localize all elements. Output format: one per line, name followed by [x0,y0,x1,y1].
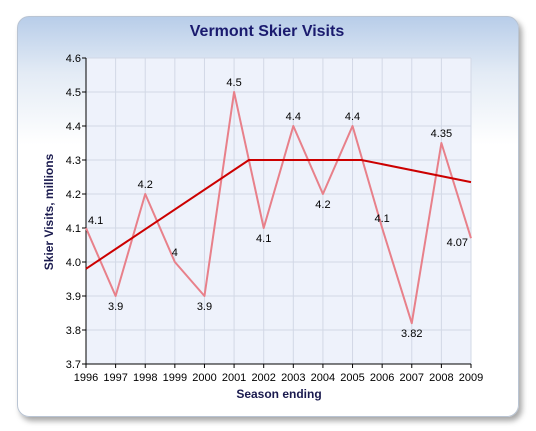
x-tick-label: 2008 [429,372,453,384]
data-label: 3.82 [401,328,422,340]
data-label: 4.5 [226,77,241,89]
y-tick-label: 4.2 [66,189,81,201]
x-tick-label: 2000 [192,372,216,384]
y-tick-label: 4.5 [66,87,81,99]
data-label: 4.2 [138,179,153,191]
x-tick-label: 2005 [340,372,364,384]
data-labels: 4.1 3.9 4.2 4 3.9 4.5 4.1 4.4 4.2 4.4 4.1 3.82 4.35 4… [88,77,468,340]
x-tick-label: 1998 [133,372,157,384]
data-label: 4 [172,247,178,259]
y-tick-label: 3.7 [66,359,81,371]
series-line [85,91,472,325]
data-label: 4.1 [375,213,390,225]
x-tick-label: 2003 [281,372,305,384]
x-tick-label: 1996 [74,372,98,384]
x-tick-label: 2001 [222,372,246,384]
data-label: 4.1 [88,215,103,227]
data-label: 4.2 [315,199,330,211]
x-tick-label: 2007 [400,372,424,384]
data-label: 3.9 [197,301,212,313]
data-label: 4.1 [256,233,271,245]
x-axis-ticks: 1996 1997 1998 1999 2000 2001 2002 2003 2004 2005… [74,364,483,384]
data-label: 4.4 [286,111,301,123]
x-tick-label: 2002 [251,372,275,384]
x-tick-label: 2004 [311,372,335,384]
y-tick-label: 3.9 [66,291,81,303]
y-tick-label: 3.8 [66,325,81,337]
trend-layer [85,159,472,270]
plot-area [86,58,471,364]
y-axis-title: Skier Visits, millions [42,153,56,270]
data-label: 4.4 [345,111,360,123]
y-tick-label: 4.0 [66,257,81,269]
y-tick-label: 4.3 [66,155,81,167]
chart-title: Vermont Skier Visits [190,23,345,40]
x-axis-title: Season ending [236,387,321,401]
y-tick-label: 4.1 [66,223,81,235]
data-label: 4.07 [447,237,468,249]
x-tick-label: 1999 [163,372,187,384]
y-tick-label: 4.6 [66,53,81,65]
data-label: 4.35 [431,128,452,140]
x-tick-label: 2009 [459,372,483,384]
data-label: 3.9 [108,301,123,313]
trend-line [85,159,472,270]
x-tick-label: 2006 [370,372,394,384]
axes [85,58,471,365]
y-axis-ticks: 3.7 3.8 3.9 4.0 4.1 4.2 4.3 4.4 4.5 4.6 [66,53,86,371]
x-tick-label: 1997 [103,372,127,384]
y-tick-label: 4.4 [66,121,81,133]
series-layer [85,91,472,325]
